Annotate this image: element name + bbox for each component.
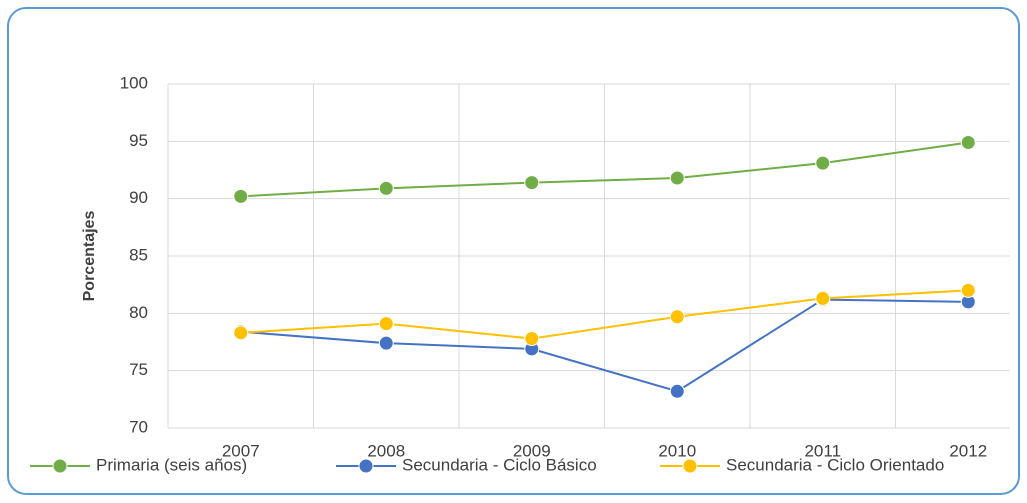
point [524, 175, 540, 191]
x-tick-label: 2011 [804, 441, 841, 460]
point [669, 383, 685, 399]
point [378, 180, 394, 196]
y-tick-label: 100 [120, 73, 148, 92]
legend-marker [52, 458, 68, 474]
y-tick-label: 90 [129, 188, 148, 207]
x-tick-label: 2012 [949, 441, 987, 460]
chart-frame [7, 7, 1020, 495]
point [233, 325, 249, 341]
point [960, 282, 976, 298]
y-tick-label: 95 [129, 131, 148, 150]
point [815, 155, 831, 171]
x-tick-label: 2010 [658, 441, 696, 460]
point [524, 331, 540, 347]
point [378, 335, 394, 351]
y-axis-label: Porcentajes [81, 211, 98, 302]
x-tick-label: 2009 [513, 441, 551, 460]
legend-label: Secundaria - Ciclo Básico [402, 455, 597, 474]
y-tick-label: 70 [129, 417, 148, 436]
series-line [240, 141, 969, 198]
point [378, 316, 394, 332]
y-tick-label: 85 [129, 245, 148, 264]
legend-label: Secundaria - Ciclo Orientado [726, 455, 944, 474]
legend-marker [682, 458, 698, 474]
y-tick-label: 75 [129, 360, 148, 379]
legend-label: Primaria (seis años) [96, 455, 247, 474]
y-tick-label: 80 [129, 303, 148, 322]
x-tick-label: 2008 [367, 441, 405, 460]
point [815, 290, 831, 306]
legend-marker [358, 458, 374, 474]
series-line [240, 298, 969, 393]
x-tick-label: 2007 [222, 441, 260, 460]
point [669, 309, 685, 325]
point [233, 188, 249, 204]
point [669, 170, 685, 186]
point [960, 134, 976, 150]
series-line [240, 289, 969, 340]
